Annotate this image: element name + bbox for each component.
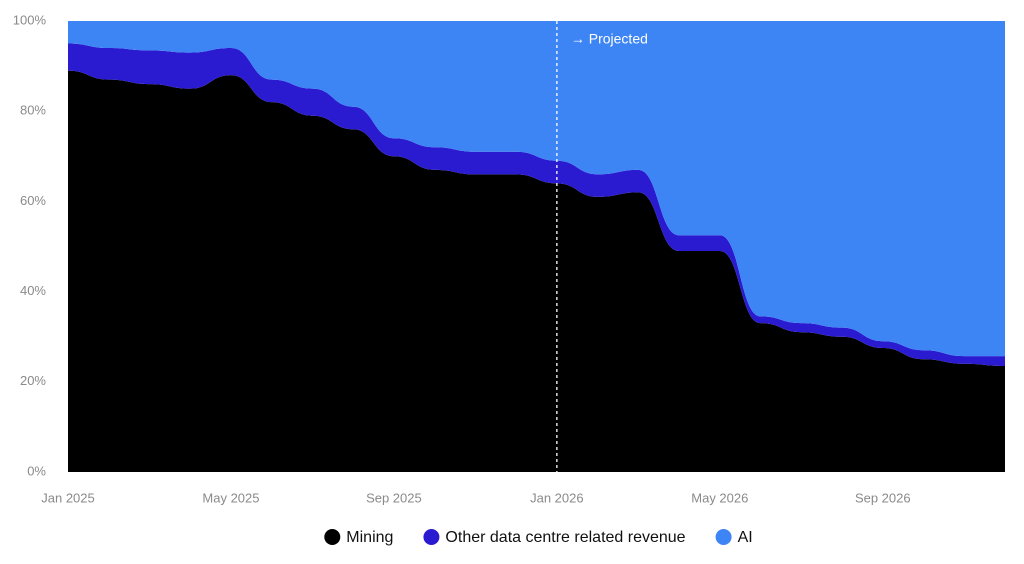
x-tick-label: Sep 2026: [855, 490, 911, 505]
x-tick-label: May 2026: [691, 490, 748, 505]
area: [68, 21, 1005, 357]
x-tick-label: Jan 2025: [41, 490, 95, 505]
legend-marker: [715, 529, 732, 545]
y-tick-label: 40%: [20, 283, 46, 298]
legend-label: Mining: [346, 529, 393, 546]
area: [68, 70, 1005, 473]
y-tick-label: 60%: [20, 193, 46, 208]
legend-label: Other data centre related revenue: [445, 529, 685, 546]
y-tick-label: 0%: [27, 463, 46, 478]
legend-marker: [423, 529, 440, 545]
y-tick-label: 100%: [13, 12, 47, 27]
legend: Mining Other data centre related revenue A…: [324, 529, 753, 546]
legend-marker: [324, 529, 341, 545]
projection-label: → Projected: [571, 31, 648, 47]
x-tick-label: Jan 2026: [530, 490, 584, 505]
area: [68, 43, 1005, 367]
x-tick-label: May 2025: [202, 490, 259, 505]
legend-label: AI: [738, 529, 753, 546]
y-tick-label: 20%: [20, 373, 46, 388]
x-tick-label: Sep 2025: [366, 490, 422, 505]
y-tick-label: 80%: [20, 103, 46, 118]
